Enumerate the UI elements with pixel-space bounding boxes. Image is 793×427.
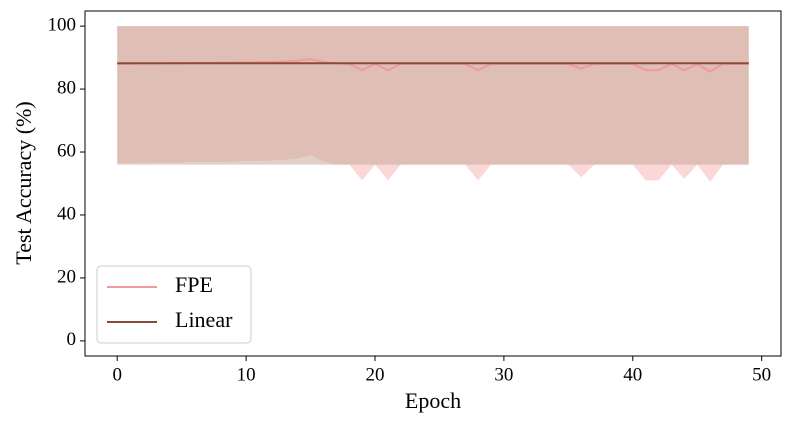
y-tick-label: 40 [57,203,76,224]
confidence-band [117,26,749,165]
legend-label: FPE [175,272,213,297]
x-tick-label: 20 [366,364,385,385]
plot-frame [84,10,782,357]
y-tick-label: 60 [57,140,76,161]
y-tick-label: 100 [48,14,77,35]
y-tick-label: 20 [57,266,76,287]
legend-label: Linear [175,307,233,332]
legend-box [96,265,252,344]
y-tick-label: 0 [67,329,77,350]
x-tick-label: 40 [623,364,642,385]
y-tick-label: 80 [57,77,76,98]
x-tick-label: 50 [752,364,771,385]
x-tick-label: 30 [494,364,513,385]
x-tick-label: 0 [112,364,122,385]
x-axis-label: Epoch [405,388,461,413]
x-tick-label: 10 [237,364,256,385]
y-axis-label: Test Accuracy (%) [11,101,36,264]
